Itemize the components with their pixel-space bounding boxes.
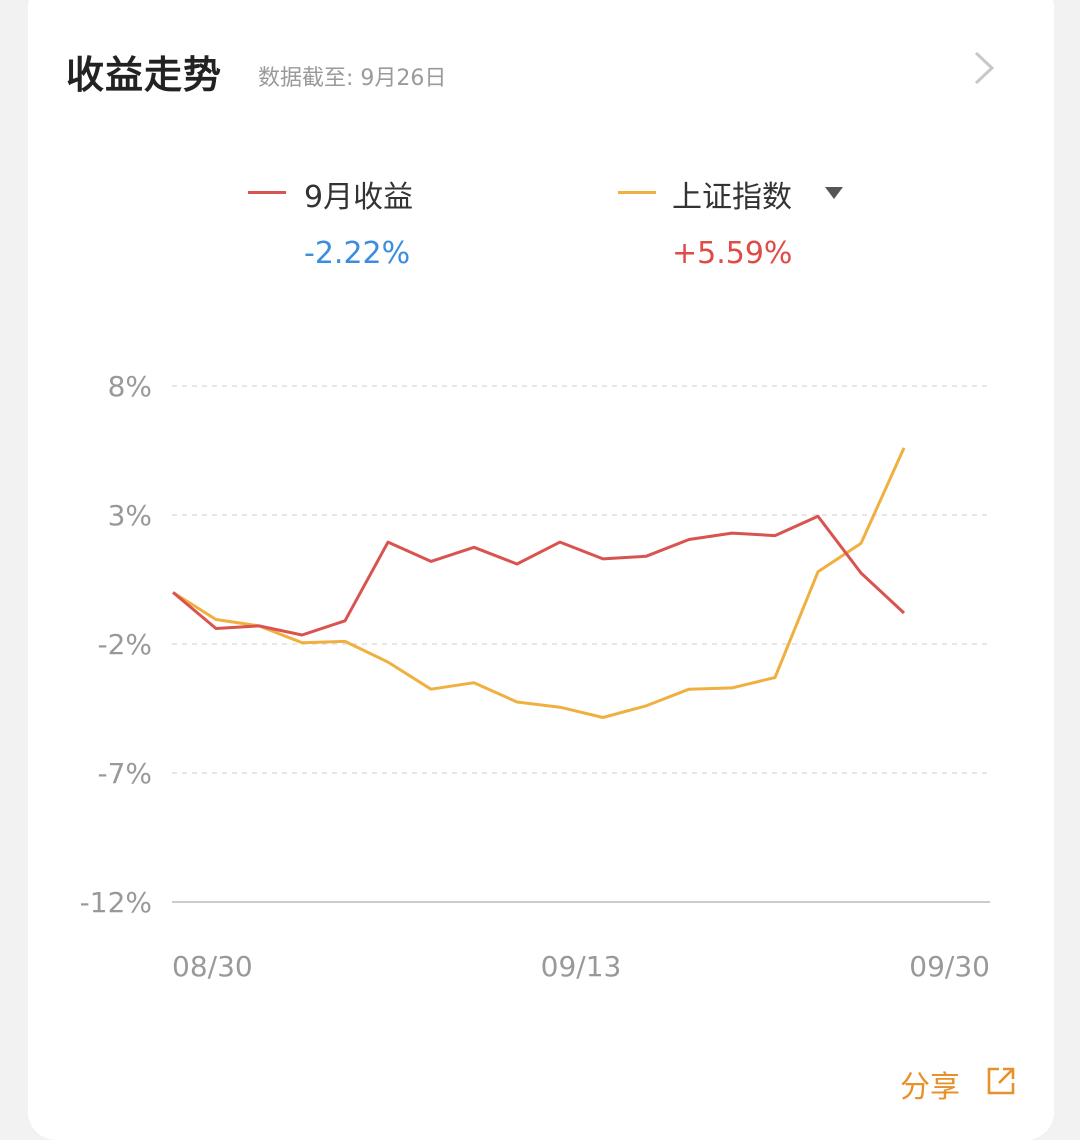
share-label: 分享 (900, 1070, 960, 1105)
x-tick-label: 09/13 (541, 950, 622, 983)
series-line-index (172, 447, 906, 719)
monthly-return-value: -2.22% (304, 236, 411, 271)
y-tick-label: -12% (80, 886, 152, 919)
legend-label-monthly-return: 9月收益 (304, 180, 414, 215)
x-tick-label: 09/30 (909, 950, 990, 983)
x-tick-label: 08/30 (172, 950, 253, 983)
y-tick-label: -2% (97, 628, 152, 661)
legend-line-monthly-return (248, 191, 286, 194)
legend-item-index[interactable]: 上证指数 (618, 172, 818, 215)
page-title: 收益走势 (66, 53, 223, 97)
series-line-monthly-return (172, 514, 906, 637)
legend-line-index (618, 191, 656, 194)
external-link-icon (987, 1067, 1015, 1095)
y-tick-label: 8% (108, 370, 152, 403)
data-date-label: 数据截至: 9月26日 (258, 66, 447, 91)
legend-item-monthly-return: 9月收益 (248, 172, 448, 215)
chevron-right-icon[interactable] (968, 50, 1000, 86)
y-tick-label: 3% (108, 499, 152, 532)
legend-label-index: 上证指数 (672, 180, 792, 215)
index-return-value: +5.59% (672, 236, 793, 271)
share-button[interactable]: 分享 (900, 1062, 1015, 1105)
caret-down-icon[interactable] (824, 186, 844, 200)
trend-card (28, 0, 1054, 1140)
y-tick-label: -7% (97, 757, 152, 790)
